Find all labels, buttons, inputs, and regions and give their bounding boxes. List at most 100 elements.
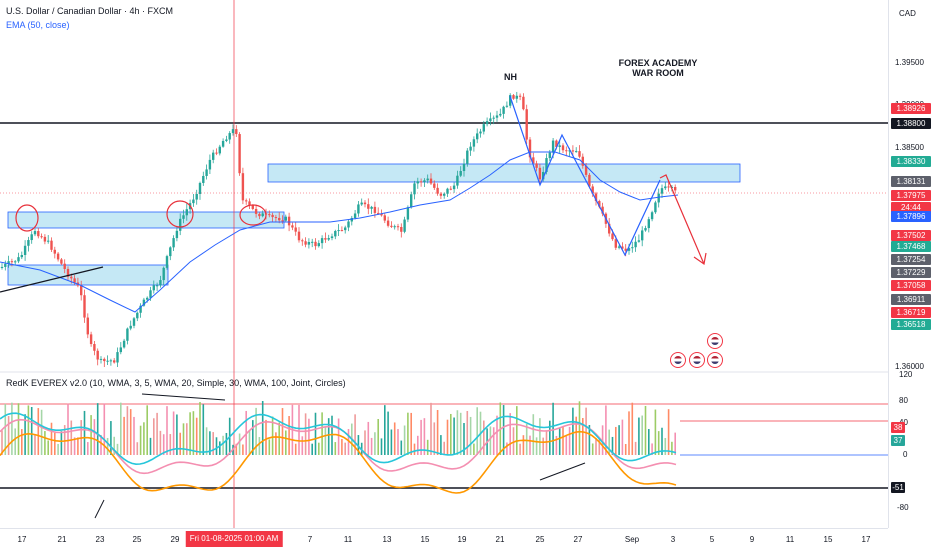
- trend-line: [0, 266, 104, 293]
- price-badge: 1.38131: [891, 176, 931, 187]
- time-label: 17: [17, 535, 27, 544]
- candle-body: [571, 150, 575, 152]
- candle-body: [565, 150, 568, 152]
- candle-body: [53, 249, 56, 254]
- time-axis[interactable]: 17212325295711131519212527Sep359111517 F…: [0, 528, 888, 551]
- candle-body: [452, 185, 456, 190]
- candle-body: [113, 360, 116, 363]
- candle-body: [327, 238, 330, 240]
- crosshair-time-badge: Fri 01-08-2025 01:00 AM: [185, 531, 283, 547]
- candle-body: [122, 340, 126, 348]
- candle-body: [446, 188, 449, 194]
- candle-body: [578, 151, 581, 157]
- candle-body: [202, 175, 205, 183]
- candle-body: [611, 233, 614, 240]
- candle-body: [370, 206, 373, 209]
- candle-body: [268, 214, 271, 216]
- candle-body: [548, 152, 551, 159]
- indicator-legend[interactable]: RedK EVEREX v2.0 (10, WMA, 3, 5, WMA, 20…: [6, 378, 346, 388]
- currency-label: CAD: [899, 9, 916, 18]
- candle-body: [66, 268, 70, 277]
- price-badge: 1.38330: [891, 156, 931, 167]
- candle-body: [568, 150, 571, 152]
- candle-body: [281, 220, 284, 222]
- candle-body: [86, 317, 89, 335]
- candle-body: [644, 228, 647, 231]
- price-chart[interactable]: [0, 0, 888, 528]
- candle-body: [334, 230, 337, 237]
- candle-body: [297, 231, 301, 241]
- candle-body: [657, 193, 660, 203]
- candle-body: [363, 202, 367, 205]
- chart-area[interactable]: U.S. Dollar / Canadian Dollar · 4h · FXC…: [0, 0, 888, 528]
- candle-body: [509, 95, 512, 106]
- price-axis[interactable]: CAD 1.39500 1.39000 1.38500 1.36000 1.38…: [888, 0, 932, 528]
- candle-body: [146, 297, 149, 300]
- candle-body: [106, 360, 109, 362]
- price-badge: 1.37502: [891, 230, 931, 241]
- candle-body: [456, 175, 459, 186]
- us-flag-icon[interactable]: [670, 352, 686, 368]
- candle-body: [608, 223, 611, 234]
- candle-body: [162, 267, 165, 281]
- candle-body: [182, 215, 185, 219]
- time-label: 3: [670, 535, 676, 544]
- candle-body: [482, 124, 485, 132]
- time-label: 11: [343, 535, 353, 544]
- candle-body: [419, 181, 423, 183]
- candle-body: [647, 219, 650, 229]
- candle-body: [479, 131, 482, 134]
- candle-body: [195, 193, 198, 200]
- candle-body: [14, 261, 17, 263]
- candle-body: [380, 213, 383, 216]
- ema-legend[interactable]: EMA (50, close): [6, 20, 70, 30]
- candle-body: [30, 234, 33, 241]
- candle-body: [347, 221, 350, 228]
- candle-body: [43, 236, 47, 242]
- time-label: 5: [709, 535, 715, 544]
- candle-body: [198, 182, 202, 194]
- candle-body: [660, 188, 664, 194]
- candle-body: [340, 230, 344, 232]
- candle-body: [185, 209, 188, 216]
- candle-body: [103, 358, 106, 362]
- candle-body: [512, 95, 515, 99]
- osc-tick: 80: [899, 396, 908, 405]
- candle-body: [37, 231, 40, 237]
- watermark-text: FOREX ACADEMY WAR ROOM: [610, 58, 706, 78]
- arrow-head: [693, 252, 707, 266]
- time-label: 13: [382, 535, 392, 544]
- candle-body: [23, 245, 27, 256]
- us-flag-icon[interactable]: [707, 333, 723, 349]
- candle-body: [152, 285, 155, 291]
- candle-body: [403, 219, 406, 232]
- ca-flag-icon[interactable]: [707, 352, 723, 368]
- candle-body: [588, 174, 591, 187]
- price-tick: 1.36000: [895, 362, 924, 371]
- price-badge: 1.36911: [891, 294, 931, 305]
- candle-body: [235, 129, 238, 135]
- symbol-title[interactable]: U.S. Dollar / Canadian Dollar · 4h · FXC…: [6, 6, 174, 16]
- candle-body: [258, 213, 261, 217]
- candle-body: [287, 216, 291, 226]
- candle-body: [0, 266, 4, 268]
- ca-flag-icon[interactable]: [689, 352, 705, 368]
- candle-body: [621, 246, 624, 249]
- candle-body: [294, 227, 297, 232]
- candle-body: [542, 171, 545, 180]
- candle-body: [20, 255, 23, 258]
- time-label: 21: [57, 535, 67, 544]
- time-label: 25: [535, 535, 545, 544]
- osc-fast-line: [0, 412, 677, 466]
- candle-body: [159, 280, 162, 286]
- candle-body: [119, 347, 122, 353]
- candle-body: [10, 261, 14, 263]
- candle-body: [80, 285, 83, 296]
- candle-body: [56, 253, 60, 260]
- candle-body: [274, 217, 278, 219]
- candle-body: [627, 248, 631, 251]
- candle-body: [228, 133, 231, 140]
- candle-body: [17, 257, 20, 262]
- candle-body: [423, 180, 426, 183]
- candle-body: [317, 243, 320, 247]
